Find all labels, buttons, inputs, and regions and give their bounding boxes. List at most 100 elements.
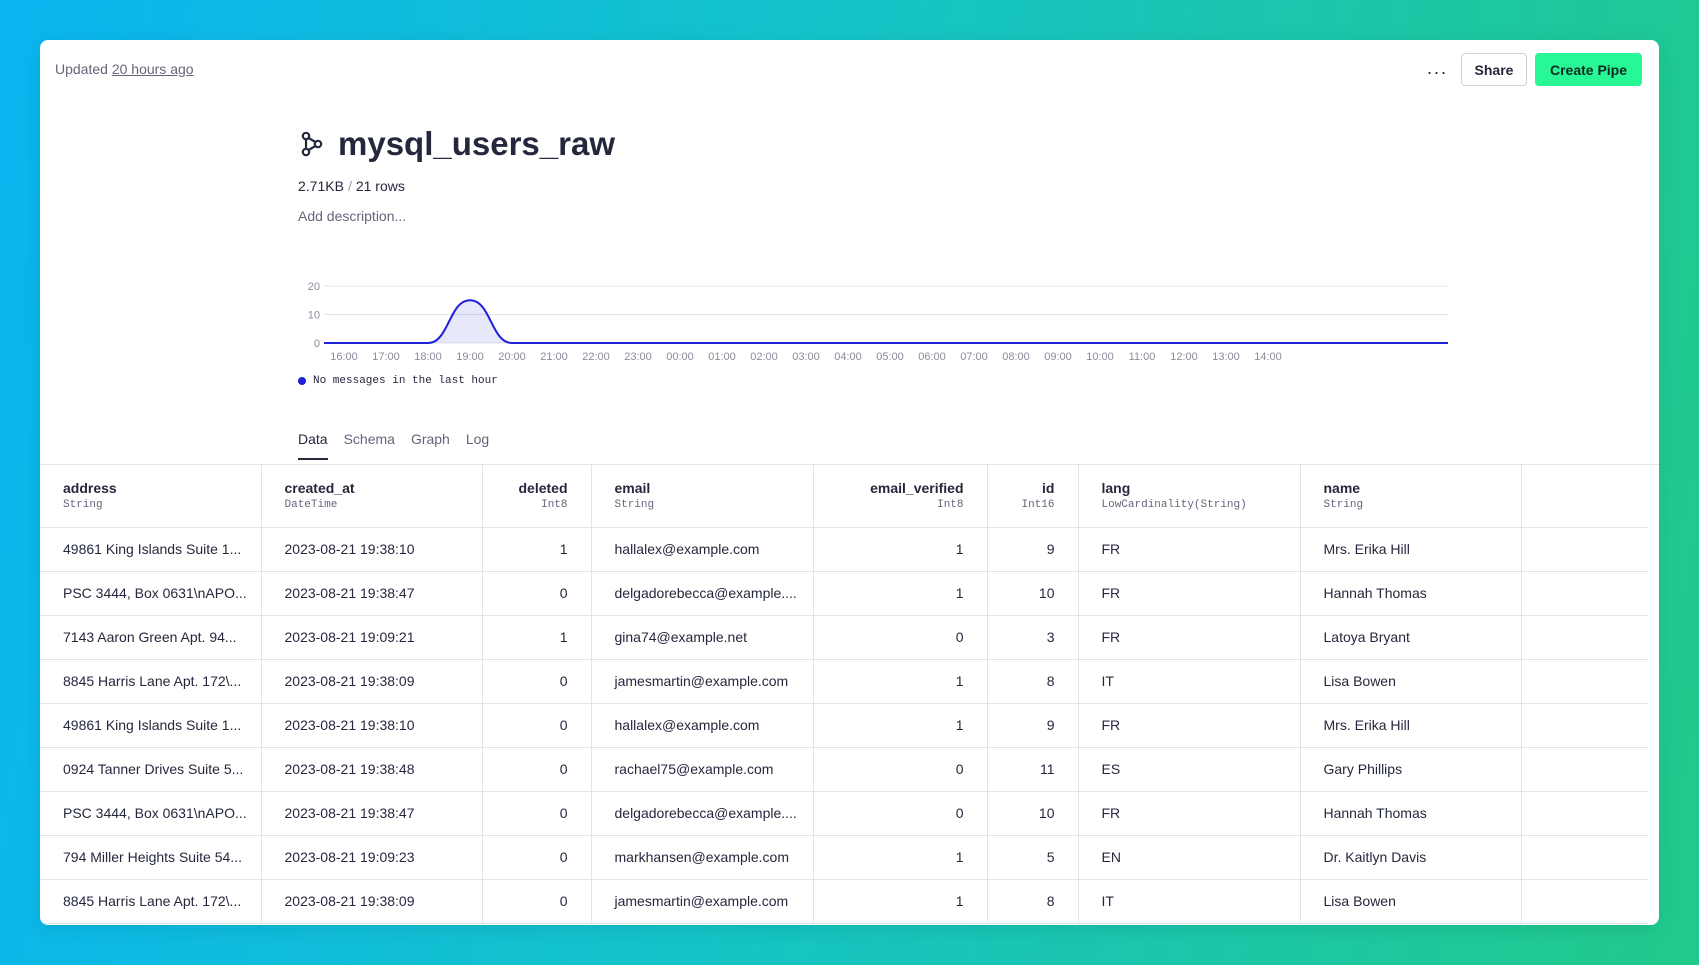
updated-time-link[interactable]: 20 hours ago bbox=[111, 61, 194, 77]
column-type: DateTime bbox=[284, 499, 338, 512]
table-row[interactable]: 49861 King Islands Suite 1... 2023-08-21 … bbox=[40, 703, 1648, 748]
cell-overflow bbox=[1521, 615, 1648, 660]
cell-deleted: 0 bbox=[482, 835, 592, 880]
tab-graph[interactable]: Graph bbox=[410, 431, 450, 447]
cell-address: 8845 Harris Lane Apt. 172\... bbox=[40, 659, 262, 704]
cell-deleted: 0 bbox=[482, 571, 592, 616]
table-row[interactable]: 8845 Harris Lane Apt. 172\... 2023-08-21 … bbox=[40, 879, 1648, 924]
table-row[interactable]: 0924 Tanner Drives Suite 5... 2023-08-21 … bbox=[40, 747, 1648, 792]
cell-id: 9 bbox=[987, 527, 1079, 572]
cell-lang: IT bbox=[1078, 879, 1301, 924]
y-tick-label: 10 bbox=[308, 310, 320, 322]
column-name: created_at bbox=[284, 480, 355, 497]
cell-email: hallalex@example.com bbox=[591, 703, 814, 748]
table-row[interactable]: PSC 3444, Box 0631\nAPO... 2023-08-21 19:… bbox=[40, 571, 1648, 616]
cell-name: Mrs. Erika Hill bbox=[1300, 527, 1522, 572]
cell-email: rachael75@example.com bbox=[591, 747, 814, 792]
updated-prefix: Updated bbox=[55, 61, 108, 77]
cell-lang: IT bbox=[1078, 659, 1301, 704]
cell-lang: FR bbox=[1078, 571, 1301, 616]
cell-name: Latoya Bryant bbox=[1300, 615, 1522, 660]
cell-created-at: 2023-08-21 19:09:23 bbox=[261, 835, 483, 880]
datasource-stats: 2.71KB/21 rows bbox=[298, 178, 405, 194]
column-name: lang bbox=[1101, 480, 1131, 497]
cell-created-at: 2023-08-21 19:38:09 bbox=[261, 879, 483, 924]
cell-lang: FR bbox=[1078, 527, 1301, 572]
cell-lang: FR bbox=[1078, 615, 1301, 660]
cell-deleted: 0 bbox=[482, 791, 592, 836]
cell-id: 8 bbox=[987, 659, 1079, 704]
cell-email-verified: 1 bbox=[813, 659, 988, 704]
x-tick-label: 07:00 bbox=[960, 351, 988, 363]
more-options-button[interactable]: ··· bbox=[1426, 61, 1448, 82]
cell-email-verified: 1 bbox=[813, 527, 988, 572]
column-type: String bbox=[614, 499, 655, 512]
data-table: address String created_at DateTime deleted In… bbox=[40, 465, 1648, 924]
cell-name: Lisa Bowen bbox=[1300, 659, 1522, 704]
column-name: id bbox=[1042, 480, 1055, 497]
tab-log[interactable]: Log bbox=[465, 431, 490, 447]
column-header-id[interactable]: id Int16 bbox=[987, 465, 1079, 528]
cell-email: jamesmartin@example.com bbox=[591, 659, 814, 704]
tabs-divider bbox=[40, 464, 1659, 465]
column-name: name bbox=[1323, 480, 1361, 497]
cell-lang: FR bbox=[1078, 703, 1301, 748]
table-body: 49861 King Islands Suite 1... 2023-08-21 … bbox=[40, 527, 1648, 924]
cell-address: 49861 King Islands Suite 1... bbox=[40, 527, 262, 572]
x-tick-label: 23:00 bbox=[624, 351, 652, 363]
cell-created-at: 2023-08-21 19:38:10 bbox=[261, 527, 483, 572]
tab-data[interactable]: Data bbox=[298, 425, 328, 460]
column-name: address bbox=[63, 480, 117, 497]
column-type: LowCardinality(String) bbox=[1101, 499, 1247, 512]
cell-overflow bbox=[1521, 879, 1648, 924]
cell-email: delgadorebecca@example.... bbox=[591, 571, 814, 616]
cell-created-at: 2023-08-21 19:38:10 bbox=[261, 703, 483, 748]
x-tick-label: 17:00 bbox=[372, 351, 400, 363]
column-header-email[interactable]: email String bbox=[591, 465, 814, 528]
column-name: email_verified bbox=[870, 480, 964, 497]
create-pipe-button[interactable]: Create Pipe bbox=[1535, 53, 1642, 86]
cell-deleted: 0 bbox=[482, 703, 592, 748]
cell-deleted: 0 bbox=[482, 659, 592, 704]
x-tick-label: 04:00 bbox=[834, 351, 862, 363]
column-header-email-verified[interactable]: email_verified Int8 bbox=[813, 465, 988, 528]
x-tick-label: 14:00 bbox=[1254, 351, 1282, 363]
column-header-lang[interactable]: lang LowCardinality(String) bbox=[1078, 465, 1301, 528]
column-type: String bbox=[63, 499, 103, 512]
cell-email-verified: 0 bbox=[813, 747, 988, 792]
table-row[interactable]: PSC 3444, Box 0631\nAPO... 2023-08-21 19:… bbox=[40, 791, 1648, 836]
cell-id: 5 bbox=[987, 835, 1079, 880]
cell-lang: ES bbox=[1078, 747, 1301, 792]
column-header-name[interactable]: name String bbox=[1300, 465, 1522, 528]
x-tick-label: 16:00 bbox=[330, 351, 358, 363]
stats-separator: / bbox=[347, 178, 352, 194]
table-row[interactable]: 794 Miller Heights Suite 54... 2023-08-21… bbox=[40, 835, 1648, 880]
x-tick-label: 05:00 bbox=[876, 351, 904, 363]
table-row[interactable]: 8845 Harris Lane Apt. 172\... 2023-08-21 … bbox=[40, 659, 1648, 704]
cell-address: 794 Miller Heights Suite 54... bbox=[40, 835, 262, 880]
share-button[interactable]: Share bbox=[1461, 53, 1527, 86]
table-row[interactable]: 49861 King Islands Suite 1... 2023-08-21 … bbox=[40, 527, 1648, 572]
cell-email-verified: 1 bbox=[813, 879, 988, 924]
cell-created-at: 2023-08-21 19:09:21 bbox=[261, 615, 483, 660]
column-type: Int8 bbox=[541, 499, 568, 512]
datasource-window: Updated 20 hours ago ··· Share Create Pi… bbox=[40, 40, 1659, 925]
table-header: address String created_at DateTime deleted In… bbox=[40, 465, 1648, 528]
cell-email: hallalex@example.com bbox=[591, 527, 814, 572]
table-row[interactable]: 7143 Aaron Green Apt. 94... 2023-08-21 19… bbox=[40, 615, 1648, 660]
series-line bbox=[324, 299, 1448, 344]
topbar: Updated 20 hours ago ··· Share Create Pi… bbox=[40, 40, 1659, 100]
cell-email-verified: 1 bbox=[813, 703, 988, 748]
cell-deleted: 1 bbox=[482, 527, 592, 572]
x-tick-label: 18:00 bbox=[414, 351, 442, 363]
tab-schema[interactable]: Schema bbox=[343, 431, 395, 447]
column-header-created-at[interactable]: created_at DateTime bbox=[261, 465, 483, 528]
cell-name: Gary Phillips bbox=[1300, 747, 1522, 792]
column-header-address[interactable]: address String bbox=[40, 465, 262, 528]
description-field[interactable]: Add description... bbox=[298, 208, 407, 224]
cell-email-verified: 0 bbox=[813, 615, 988, 660]
column-name: email bbox=[614, 480, 651, 497]
x-tick-label: 11:00 bbox=[1129, 351, 1156, 363]
column-header-deleted[interactable]: deleted Int8 bbox=[482, 465, 592, 528]
cell-overflow bbox=[1521, 747, 1648, 792]
